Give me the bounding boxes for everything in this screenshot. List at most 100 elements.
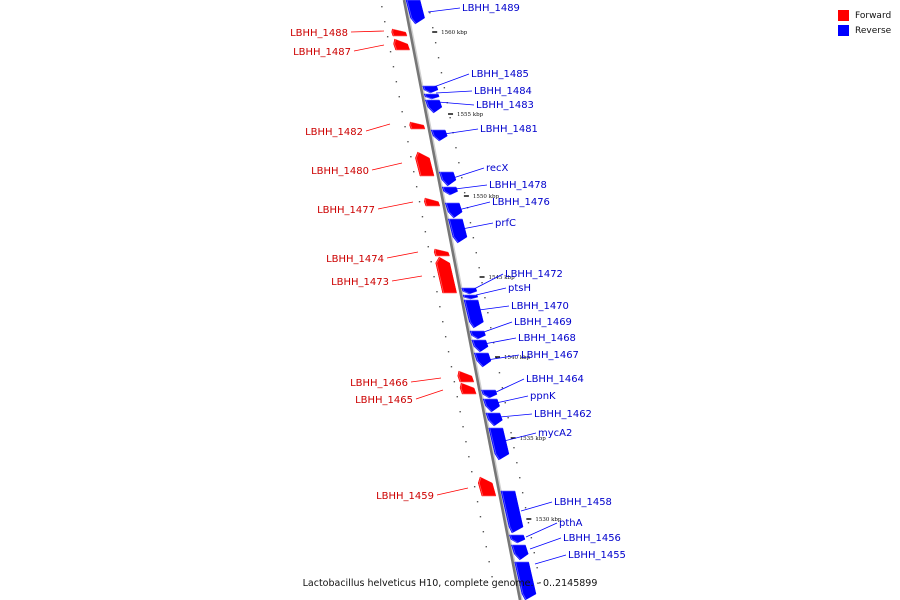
reverse-gene	[444, 202, 463, 219]
reverse-gene	[405, 0, 425, 25]
forward-gene-label: LBHH_1466	[350, 378, 408, 389]
forward-gene-label: LBHH_1465	[355, 395, 413, 406]
reverse-gene-label: LBHH_1458	[554, 497, 612, 508]
reverse-leader	[454, 184, 488, 190]
scale-ticks: 1560 kbp 1555 kbp 1550 kbp 1545 kbp 1540 kbp…	[432, 30, 562, 523]
guide-dot	[492, 342, 495, 344]
reverse-gene	[482, 398, 500, 413]
legend: Forward Reverse	[838, 8, 891, 38]
reverse-gene-label: LBHH_1468	[518, 333, 576, 344]
backbone-line	[402, 0, 522, 600]
guide-dot	[440, 72, 443, 74]
legend-forward: Forward	[838, 8, 891, 23]
reverse-gene-highlight	[501, 490, 525, 534]
forward-swatch	[838, 10, 849, 21]
guide-dot	[456, 396, 458, 398]
reverse-leader	[427, 7, 461, 13]
reverse-gene-highlight	[481, 389, 499, 399]
forward-leader	[377, 201, 414, 210]
legend-forward-label: Forward	[855, 10, 892, 21]
reverse-leader	[478, 305, 510, 311]
forward-gene-label: LBHH_1487	[293, 47, 351, 58]
reverse-leader	[503, 432, 537, 442]
guide-dot	[443, 87, 446, 89]
forward-gene	[409, 121, 426, 130]
guide-dot	[473, 486, 476, 488]
reverse-gene-label: LBHH_1456	[563, 533, 621, 544]
guide-dot	[444, 336, 447, 338]
guide-dot	[439, 306, 441, 308]
forward-leader	[353, 44, 385, 52]
reverse-gene	[485, 412, 503, 427]
reverse-gene	[448, 218, 468, 244]
reverse-gene-label: recX	[486, 163, 509, 174]
guide-dot	[434, 42, 437, 44]
forward-gene-highlight	[458, 370, 476, 383]
tick-label: 1545 kbp	[489, 275, 516, 281]
guide-dot	[516, 462, 518, 464]
guide-dot	[469, 222, 472, 224]
guide-dot	[384, 21, 386, 23]
guide-dot	[501, 387, 504, 389]
guide-dot	[433, 276, 435, 278]
reverse-leader	[443, 128, 479, 135]
guide-dot	[389, 51, 392, 53]
reverse-leader	[473, 273, 504, 290]
forward-gene-highlight	[424, 197, 442, 207]
forward-gene-label: LBHH_1477	[317, 205, 375, 216]
reverse-gene-label: LBHH_1481	[480, 124, 538, 135]
guide-dot	[482, 531, 485, 533]
reverse-leader	[430, 73, 470, 89]
tick-label: 1540 kbp	[504, 355, 531, 361]
forward-leader	[371, 162, 403, 171]
guide-dot	[533, 552, 535, 554]
reverse-gene-highlight	[509, 534, 527, 544]
forward-gene	[393, 38, 411, 51]
forward-gene-highlight	[410, 121, 427, 130]
reverse-gene	[488, 427, 510, 461]
reverse-gene-highlight	[463, 294, 480, 300]
guide-dot	[427, 246, 429, 248]
reverse-gene-highlight	[425, 99, 444, 114]
reverse-gene	[509, 534, 526, 544]
guide-dot	[407, 141, 409, 143]
reverse-gene-highlight	[470, 330, 488, 340]
guide-dot	[485, 546, 487, 548]
reverse-gene	[471, 339, 489, 353]
reverse-gene-highlight	[483, 398, 502, 413]
reverse-gene-highlight	[489, 427, 511, 461]
forward-gene-highlight	[460, 382, 478, 395]
guide-dot	[478, 267, 480, 269]
legend-reverse: Reverse	[838, 23, 891, 38]
guide-dot	[507, 417, 509, 419]
guide-dot	[468, 456, 470, 458]
guide-dot	[488, 561, 490, 563]
reverse-gene-highlight	[464, 299, 485, 329]
reverse-leader	[493, 378, 525, 394]
reverse-gene-highlight	[474, 352, 493, 368]
dotted-guide-lines	[381, 6, 541, 584]
guide-dot	[430, 261, 432, 263]
tick-label: 1555 kbp	[457, 112, 484, 118]
guide-dot	[392, 66, 395, 68]
forward-gene-highlight	[394, 38, 412, 51]
reverse-leader	[486, 354, 520, 361]
guide-dot	[424, 231, 427, 233]
forward-gene-highlight	[392, 28, 409, 37]
reverse-gene	[438, 171, 457, 187]
forward-leader	[436, 487, 469, 496]
guide-dot	[490, 327, 492, 329]
tick-label: 1535 kbp	[520, 436, 547, 442]
reverse-gene-label: ptsH	[508, 283, 531, 294]
guide-dot	[462, 426, 464, 428]
reverse-gene-highlight	[448, 218, 469, 244]
reverse-gene-highlight	[424, 93, 441, 100]
gene-features	[391, 0, 538, 600]
reverse-gene	[462, 294, 479, 300]
guide-dot	[413, 171, 415, 173]
reverse-gene	[430, 129, 448, 142]
reverse-gene-label: LBHH_1483	[476, 100, 534, 111]
reverse-swatch	[838, 25, 849, 36]
backbone-shadow	[404, 0, 523, 600]
